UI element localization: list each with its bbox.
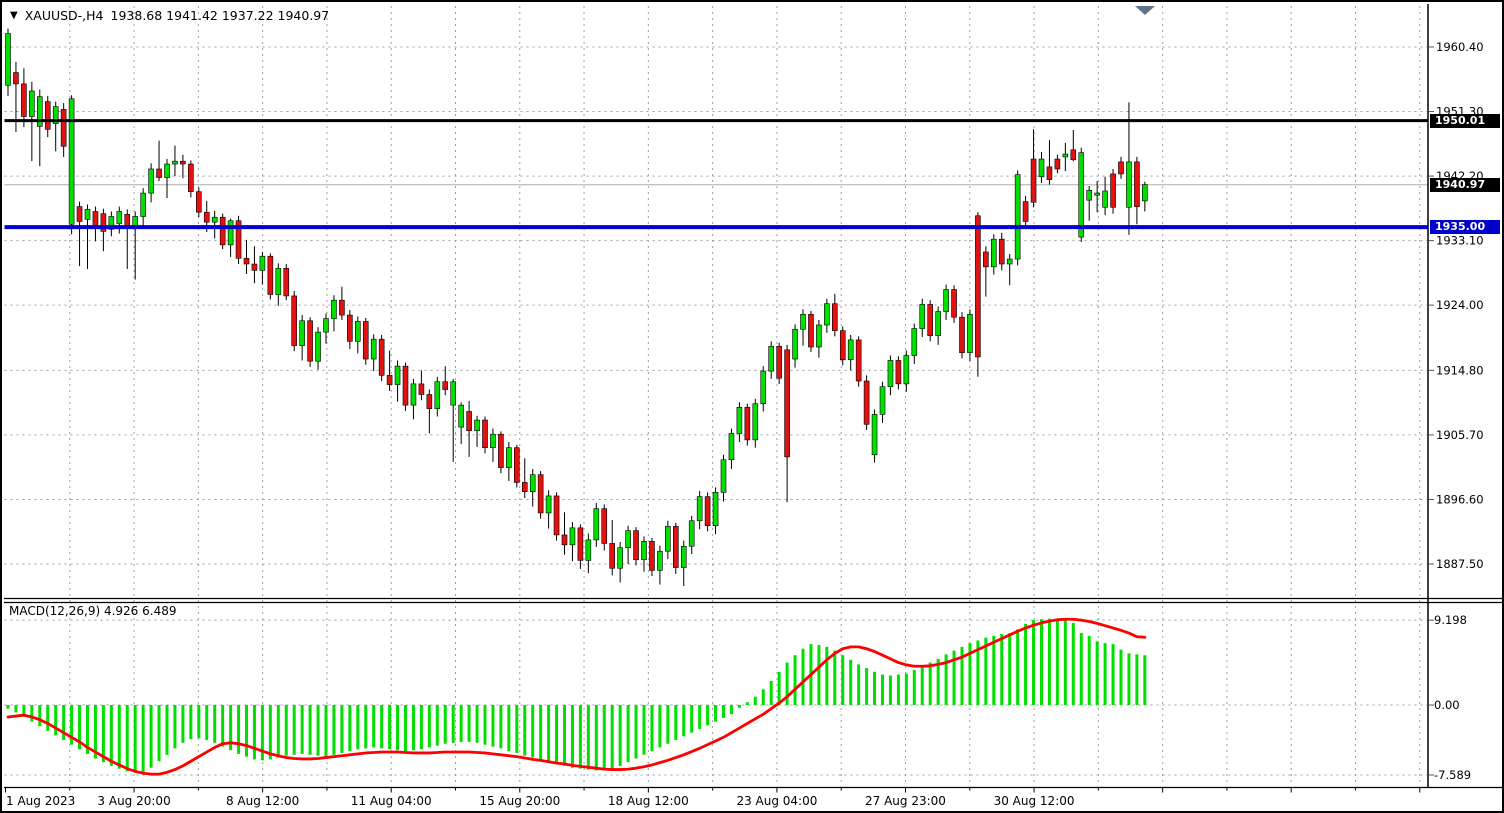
time-axis-label: 8 Aug 12:00 [226, 794, 299, 808]
price-axis[interactable]: 1960.401951.301942.201933.101924.001914.… [1428, 40, 1484, 571]
time-axis-label: 27 Aug 23:00 [865, 794, 946, 808]
macd-axis-label: 0.00 [1434, 698, 1460, 712]
macd-axis-label: -7.589 [1434, 768, 1471, 782]
time-marker-icon[interactable] [1135, 6, 1155, 15]
price-badge-resistance: 1950.01 [1430, 113, 1500, 128]
macd-axis-label: 9.198 [1434, 613, 1467, 627]
symbol-header: ▼ XAUUSD-,H4 1938.68 1941.42 1937.22 194… [10, 8, 329, 23]
time-axis-label: 15 Aug 20:00 [479, 794, 560, 808]
symbol-period-label: XAUUSD-,H4 [24, 8, 104, 23]
price-axis-label: 1887.50 [1436, 557, 1484, 571]
macd-indicator-label: MACD(12,26,9) 4.926 6.489 [9, 604, 177, 618]
price-badge-support: 1935.00 [1430, 220, 1500, 235]
macd-signal-line [6, 617, 1147, 776]
candlestick-series[interactable] [5, 28, 1148, 586]
price-axis-label: 1905.70 [1436, 428, 1484, 442]
price-axis-label: 1960.40 [1436, 40, 1484, 54]
price-axis-label: 1933.10 [1436, 234, 1484, 248]
symbol-dropdown-icon[interactable]: ▼ [10, 9, 18, 21]
horizontal-level-lines[interactable] [4, 119, 1429, 230]
time-axis-label: 3 Aug 20:00 [97, 794, 170, 808]
time-axis-label: 18 Aug 12:00 [608, 794, 689, 808]
ohlc-values: 1938.68 1941.42 1937.22 1940.97 [110, 8, 330, 23]
time-axis-label: 23 Aug 04:00 [736, 794, 817, 808]
price-axis-label: 1896.60 [1436, 492, 1484, 506]
time-axis[interactable]: 1 Aug 2023 3 Aug 20:00 8 Aug 12:00 11 Aug 0… [5, 787, 1421, 809]
macd-axis[interactable]: 9.198 0.00 -7.589 [1428, 613, 1471, 782]
price-axis-label: 1914.80 [1436, 363, 1484, 377]
pane-borders [4, 4, 1502, 789]
time-axis-label: 11 Aug 04:00 [351, 794, 432, 808]
price-axis-label: 1924.00 [1436, 298, 1484, 312]
macd-histogram[interactable] [6, 618, 1147, 773]
price-badge-current: 1940.97 [1430, 177, 1500, 192]
time-axis-label: 30 Aug 12:00 [994, 794, 1075, 808]
grid-lines [4, 6, 1428, 787]
time-axis-label: 1 Aug 2023 [6, 794, 75, 808]
